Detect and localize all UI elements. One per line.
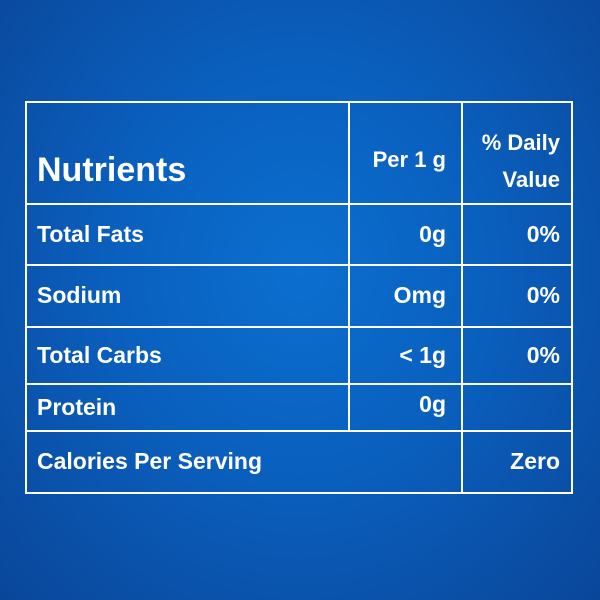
row-protein-name: Protein (37, 393, 117, 420)
row-total-carbs-daily: 0% (526, 341, 560, 368)
row-sodium-name: Sodium (37, 282, 122, 309)
row-total-carbs-per: < 1g (399, 341, 446, 368)
row-total-fats-per: 0g (419, 220, 446, 247)
header-daily-value-line2: Value (502, 166, 560, 192)
header-nutrients: Nutrients (37, 150, 187, 189)
row-divider (25, 383, 573, 385)
footer-calories-label: Calories Per Serving (37, 448, 262, 475)
header-daily-value-line1: % Daily (481, 129, 560, 155)
row-total-carbs-name: Total Carbs (37, 341, 162, 368)
row-protein-per: 0g (419, 391, 446, 418)
row-total-fats-name: Total Fats (37, 220, 144, 247)
row-total-fats-daily: 0% (526, 220, 560, 247)
row-divider (25, 430, 573, 432)
row-protein-daily (463, 385, 560, 430)
footer-calories-value: Zero (510, 448, 560, 475)
table-border-left (25, 101, 27, 494)
column-divider (348, 101, 350, 431)
row-divider (25, 326, 573, 328)
table-border-right (571, 101, 573, 494)
table-border-top (25, 101, 573, 103)
row-sodium-per: Omg (393, 282, 446, 309)
row-divider (25, 203, 573, 205)
row-divider (25, 264, 573, 266)
nutrition-table: Nutrients Per 1 g % Daily Value Total Fa… (25, 101, 573, 494)
column-divider (461, 101, 463, 494)
table-border-bottom (25, 492, 573, 494)
header-per-gram: Per 1 g (372, 146, 446, 172)
row-sodium-daily: 0% (526, 282, 560, 309)
